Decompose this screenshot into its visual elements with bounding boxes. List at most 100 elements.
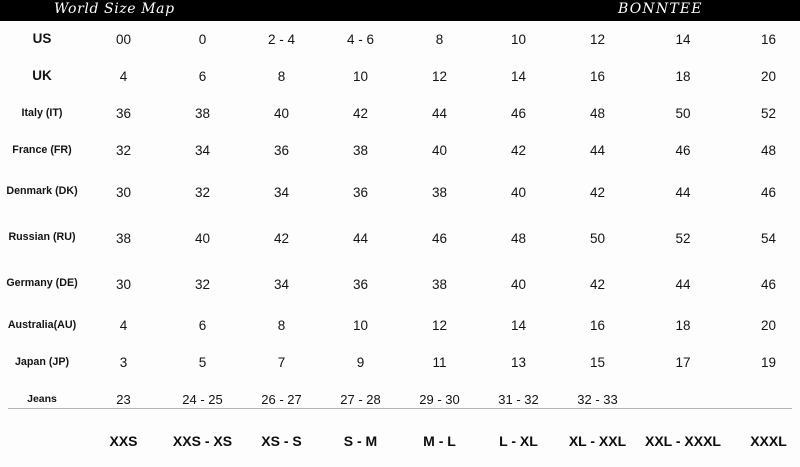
footer-divider xyxy=(8,408,792,409)
cell: 10 xyxy=(352,318,369,333)
brand-name: BONNTEE xyxy=(618,1,703,17)
row-label-denmark: Denmark (DK) xyxy=(6,185,78,198)
cell: 00 xyxy=(115,32,132,47)
cell: 15 xyxy=(589,355,606,370)
cell: 34 xyxy=(273,184,290,200)
header-bar: World Size Map BONNTEE xyxy=(0,0,800,21)
cell: 44 xyxy=(589,143,606,158)
row-label-japan: Japan (JP) xyxy=(14,355,70,368)
cell: 8 xyxy=(277,69,286,84)
cell: 19 xyxy=(760,355,777,370)
cell: 4 xyxy=(119,318,128,333)
cell: 36 xyxy=(352,184,369,200)
cell: 48 xyxy=(510,230,527,246)
cell: 42 xyxy=(589,184,606,200)
size-label: XL - XXL xyxy=(568,433,627,449)
cell: 34 xyxy=(273,276,290,292)
cell: 40 xyxy=(510,276,527,292)
cell: 40 xyxy=(431,143,448,158)
cell: 4 - 6 xyxy=(346,32,374,47)
cell: 38 xyxy=(431,184,448,200)
row-label-france: France (FR) xyxy=(12,143,72,156)
row-label-russian: Russian (RU) xyxy=(8,231,76,244)
cell: 44 xyxy=(675,184,691,200)
row-label-australia: Australia(AU) xyxy=(7,318,77,331)
cell: 52 xyxy=(760,106,777,121)
size-footer-label xyxy=(0,428,84,454)
table-row: Russian (RU) 38 40 42 44 46 48 50 52 54 xyxy=(0,215,800,261)
row-label-jeans: Jeans xyxy=(27,392,57,405)
row-label-italy: Italy (IT) xyxy=(21,106,63,119)
cell: 24 - 25 xyxy=(182,392,223,407)
table-row: Italy (IT) 36 38 40 42 44 46 48 50 52 xyxy=(0,95,800,132)
cell: 14 xyxy=(510,318,527,333)
cell: 46 xyxy=(760,276,777,292)
cell: 16 xyxy=(589,69,606,84)
cell: 46 xyxy=(675,143,691,158)
cell: 2 - 4 xyxy=(267,32,295,47)
cell: 48 xyxy=(589,106,606,121)
cell: 50 xyxy=(675,106,691,121)
cell: 44 xyxy=(675,276,691,292)
cell: 48 xyxy=(760,143,777,158)
cell: 3 xyxy=(119,355,128,370)
size-label: M - L xyxy=(423,433,456,449)
cell: 46 xyxy=(510,106,527,121)
cell: 36 xyxy=(352,276,369,292)
table-row: US 00 0 2 - 4 4 - 6 8 10 12 14 16 xyxy=(0,21,800,58)
size-label: XXXL xyxy=(750,433,787,449)
cell: 38 xyxy=(194,106,211,121)
cell: 32 xyxy=(194,276,211,292)
cell: 30 xyxy=(115,184,132,200)
size-label: XXS xyxy=(109,433,138,449)
cell: 14 xyxy=(675,32,691,47)
size-table-container: US 00 0 2 - 4 4 - 6 8 10 12 14 16 UK 4 6… xyxy=(0,21,800,418)
size-table: US 00 0 2 - 4 4 - 6 8 10 12 14 16 UK 4 6… xyxy=(0,21,800,418)
cell: 12 xyxy=(431,69,448,84)
cell: 32 xyxy=(194,184,211,200)
cell: 16 xyxy=(760,32,777,47)
cell: 32 - 33 xyxy=(577,392,618,407)
cell: 0 xyxy=(198,32,207,47)
cell: 14 xyxy=(510,69,527,84)
row-label-us: US xyxy=(32,31,52,47)
cell: 5 xyxy=(198,355,207,370)
cell: 11 xyxy=(432,355,447,370)
row-label-uk: UK xyxy=(32,68,52,84)
cell: 12 xyxy=(431,318,448,333)
size-label: XXS - XS xyxy=(172,433,233,449)
cell: 30 xyxy=(115,276,132,292)
cell: 44 xyxy=(352,230,369,246)
cell: 38 xyxy=(352,143,369,158)
page-title: World Size Map xyxy=(54,1,175,17)
cell: 52 xyxy=(675,230,691,246)
cell: 29 - 30 xyxy=(419,392,460,407)
table-row: France (FR) 32 34 36 38 40 42 44 46 48 xyxy=(0,132,800,169)
cell: 6 xyxy=(198,69,207,84)
size-footer-container: XXS XXS - XS XS - S S - M M - L L - XL X… xyxy=(0,428,800,454)
size-label: XS - S xyxy=(261,433,302,449)
cell: 46 xyxy=(431,230,448,246)
cell: 23 xyxy=(116,392,131,407)
cell: 12 xyxy=(589,32,606,47)
cell: 54 xyxy=(760,230,777,246)
table-row: Australia(AU) 4 6 8 10 12 14 16 18 20 xyxy=(0,307,800,344)
cell: 9 xyxy=(356,355,365,370)
cell: 4 xyxy=(119,69,128,84)
cell: 20 xyxy=(760,69,777,84)
cell: 36 xyxy=(273,143,290,158)
row-label-germany: Germany (DE) xyxy=(6,277,78,290)
cell: 38 xyxy=(431,276,448,292)
cell: 17 xyxy=(675,355,691,370)
cell: 18 xyxy=(675,69,691,84)
cell xyxy=(729,381,800,418)
table-row: Germany (DE) 30 32 34 36 38 40 42 44 46 xyxy=(0,261,800,307)
cell: 27 - 28 xyxy=(340,392,381,407)
cell: 20 xyxy=(760,318,777,333)
table-row: UK 4 6 8 10 12 14 16 18 20 xyxy=(0,58,800,95)
cell: 44 xyxy=(431,106,448,121)
cell: 42 xyxy=(510,143,527,158)
cell: 38 xyxy=(115,230,132,246)
cell: 42 xyxy=(273,230,290,246)
